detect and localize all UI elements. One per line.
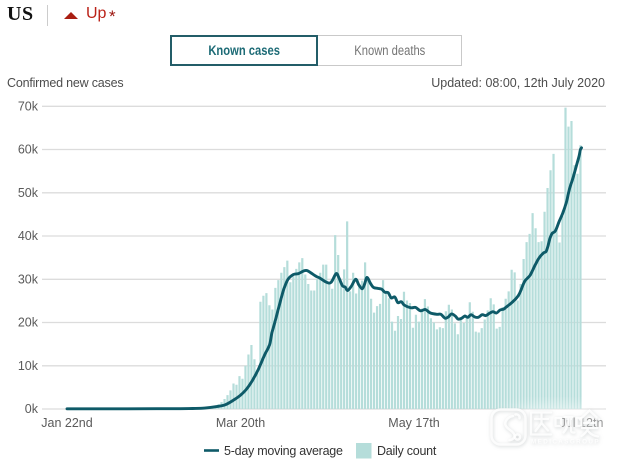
- svg-text:10k: 10k: [18, 359, 39, 373]
- svg-text:60k: 60k: [18, 143, 39, 157]
- svg-text:5-day moving average: 5-day moving average: [224, 444, 343, 458]
- svg-text:0k: 0k: [25, 402, 39, 416]
- svg-text:20k: 20k: [18, 316, 39, 330]
- svg-text:40k: 40k: [18, 229, 39, 243]
- svg-text:Jan 22nd: Jan 22nd: [41, 416, 92, 430]
- svg-text:70k: 70k: [18, 100, 39, 114]
- svg-text:Mar 20th: Mar 20th: [216, 416, 265, 430]
- svg-text:30k: 30k: [18, 273, 39, 287]
- svg-text:May 17th: May 17th: [388, 416, 439, 430]
- svg-text:Jul 12th: Jul 12th: [560, 416, 604, 430]
- svg-text:Daily count: Daily count: [377, 444, 437, 458]
- svg-text:50k: 50k: [18, 186, 39, 200]
